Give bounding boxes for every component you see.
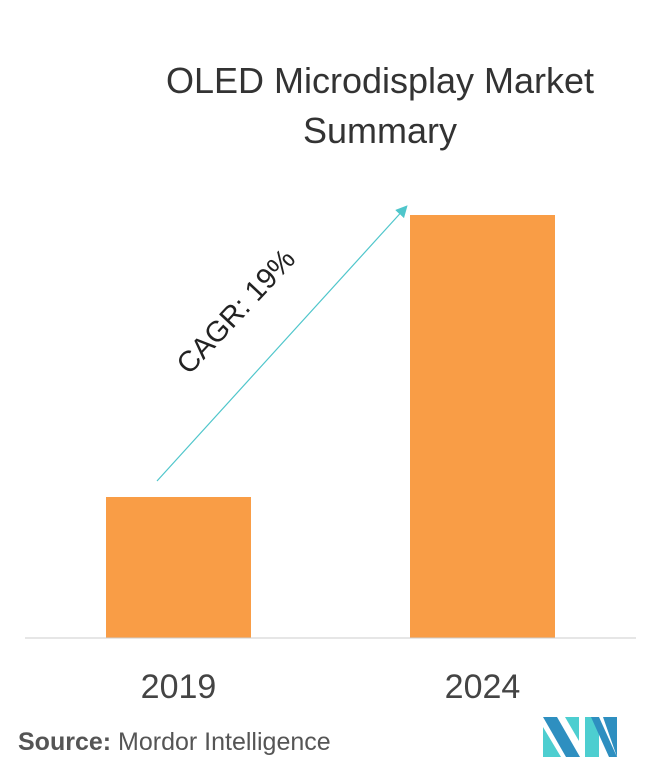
x-tick-label: 2024 bbox=[445, 668, 521, 706]
chart-title: OLED Microdisplay Market Summary bbox=[165, 60, 595, 151]
x-tick-label: 2019 bbox=[141, 668, 217, 706]
source-text: Mordor Intelligence bbox=[118, 728, 331, 756]
cagr-label: CAGR: 19% bbox=[171, 243, 302, 380]
bar-2019 bbox=[106, 497, 251, 638]
source-label: Source: bbox=[18, 728, 112, 756]
bar-2024 bbox=[410, 215, 555, 638]
mordor-logo bbox=[543, 717, 617, 757]
cagr-arrow bbox=[156, 205, 408, 482]
source-note: Source: Mordor Intelligence bbox=[18, 728, 331, 757]
